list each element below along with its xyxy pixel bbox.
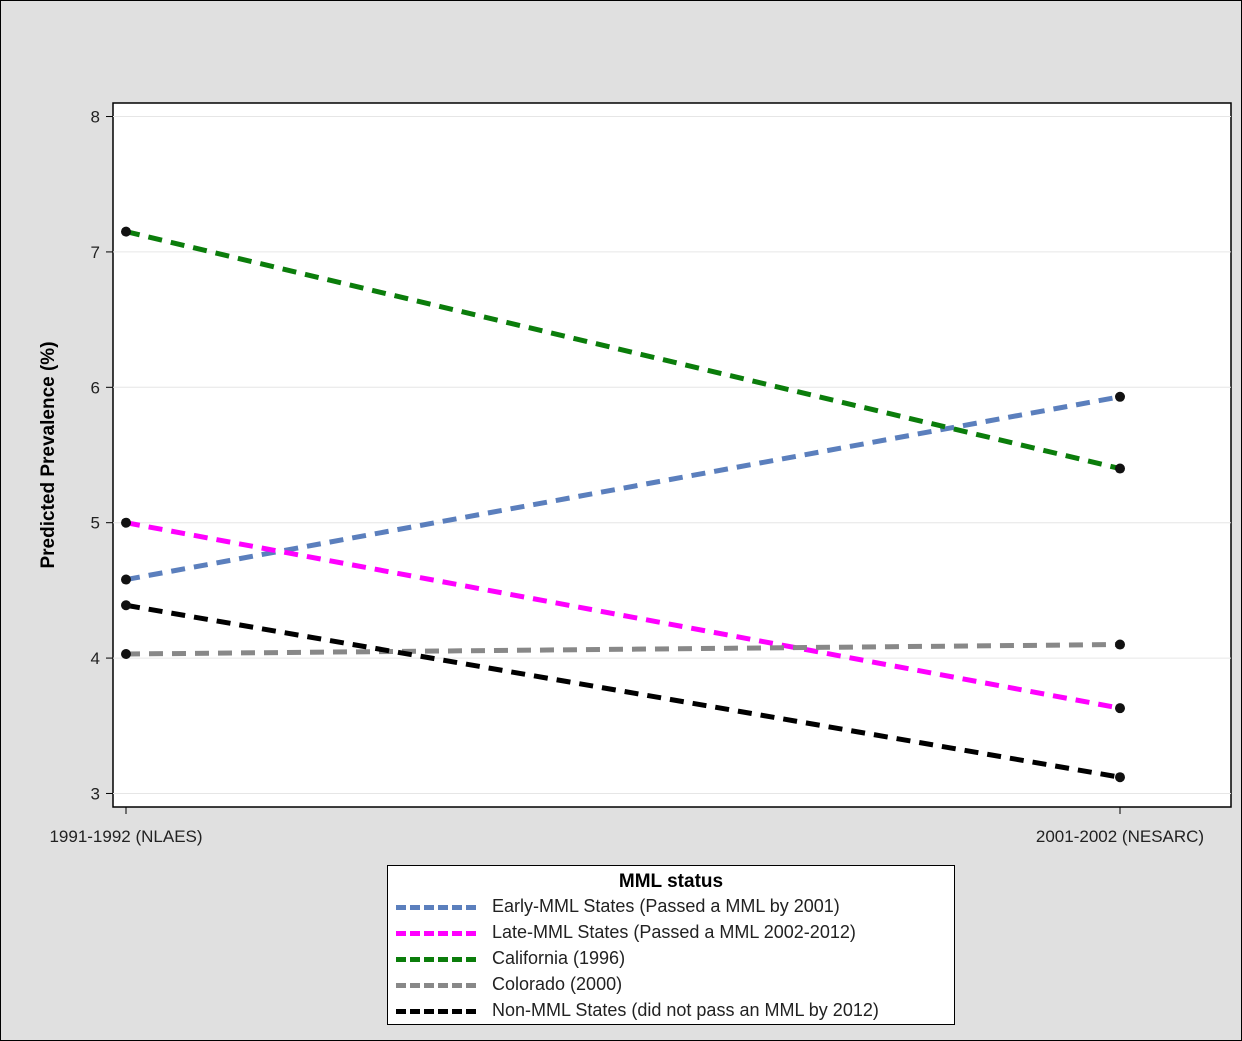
y-tick-label: 5 bbox=[91, 514, 100, 533]
axes: 3 4 5 6 7 8 1991-1992 (NLAES) 2001-2002 (NESARC… bbox=[49, 108, 1204, 846]
y-tick-label: 4 bbox=[91, 649, 100, 668]
data-point bbox=[1115, 463, 1125, 474]
legend-swatch bbox=[396, 905, 476, 910]
legend-title: MML status bbox=[618, 871, 724, 892]
data-point bbox=[1115, 391, 1125, 402]
legend: MML status Early-MML States (Passed a MM… bbox=[387, 865, 955, 1025]
y-tick-label: 3 bbox=[91, 784, 100, 803]
series-line bbox=[125, 229, 1121, 471]
x-tick-label: 2001-2002 (NESARC) bbox=[1036, 827, 1204, 846]
data-point bbox=[1115, 639, 1125, 650]
data-point bbox=[121, 226, 131, 237]
data-point bbox=[1115, 772, 1125, 783]
legend-item: Early-MML States (Passed a MML by 2001) bbox=[388, 893, 954, 919]
legend-label: Colorado (2000) bbox=[492, 974, 623, 994]
y-tick-label: 7 bbox=[91, 243, 100, 262]
legend-label: Late-MML States (Passed a MML 2002-2012) bbox=[492, 922, 856, 942]
legend-swatch bbox=[396, 957, 476, 962]
data-point bbox=[1115, 703, 1125, 714]
legend-label: Non-MML States (did not pass an MML by 2… bbox=[492, 1000, 879, 1020]
legend-swatch bbox=[396, 983, 476, 988]
series-line bbox=[125, 642, 1121, 657]
data-point bbox=[121, 649, 131, 660]
legend-swatch bbox=[396, 1009, 476, 1014]
series-line bbox=[125, 602, 1121, 780]
legend-item: Late-MML States (Passed a MML 2002-2012) bbox=[388, 919, 954, 945]
y-tick-label: 8 bbox=[91, 108, 100, 127]
y-axis-title: Predicted Prevalence (%) bbox=[38, 341, 59, 568]
x-tick-label: 1991-1992 (NLAES) bbox=[49, 827, 202, 846]
plot-area bbox=[112, 102, 1232, 808]
data-point bbox=[121, 600, 131, 611]
series-line bbox=[125, 520, 1121, 711]
series-lines bbox=[121, 226, 1125, 783]
grid-lines bbox=[113, 116, 1231, 794]
legend-label: California (1996) bbox=[492, 948, 626, 968]
series-line bbox=[125, 394, 1121, 583]
data-point bbox=[121, 574, 131, 585]
y-tick-label: 6 bbox=[91, 378, 100, 397]
legend-items: Early-MML States (Passed a MML by 2001) L… bbox=[388, 893, 954, 1023]
legend-item: California (1996) bbox=[388, 945, 954, 971]
legend-label: Early-MML States (Passed a MML by 2001) bbox=[492, 896, 840, 916]
data-point bbox=[121, 517, 131, 528]
legend-item: Non-MML States (did not pass an MML by 2… bbox=[388, 997, 954, 1023]
legend-swatch bbox=[396, 931, 476, 936]
legend-item: Colorado (2000) bbox=[388, 971, 954, 997]
